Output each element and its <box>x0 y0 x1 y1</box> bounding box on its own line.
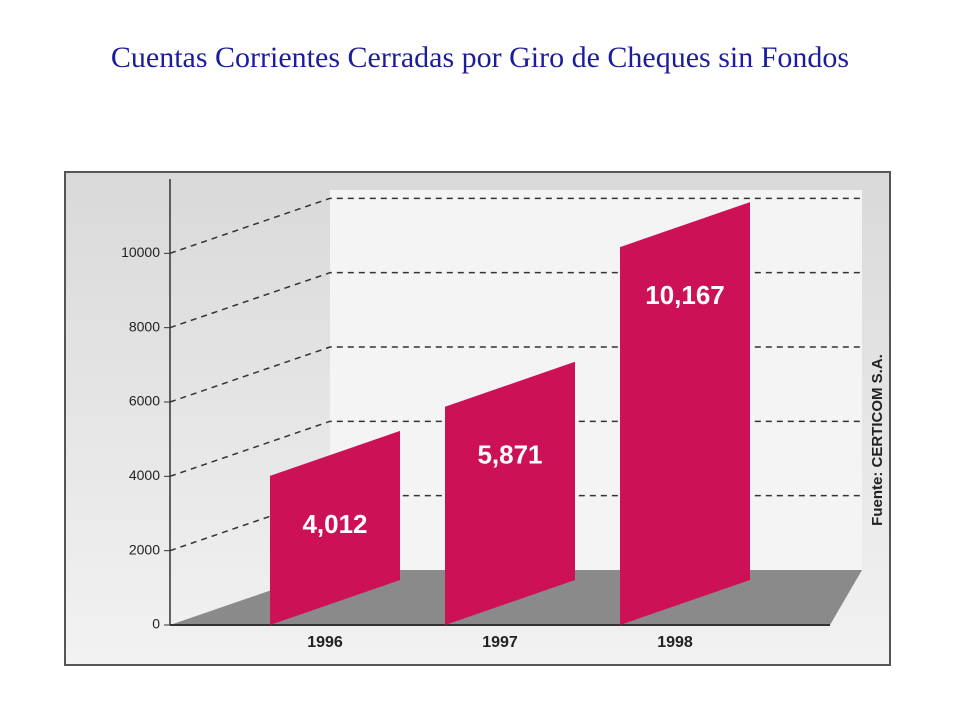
y-tick-label: 8000 <box>129 318 160 334</box>
grid-line <box>169 271 862 329</box>
x-tick-label: 1998 <box>657 634 693 651</box>
back-wall <box>330 190 862 570</box>
value-label: 4,012 <box>302 509 367 539</box>
y-tick-label: 10000 <box>121 244 160 260</box>
bar <box>445 361 575 625</box>
bar <box>270 430 400 625</box>
y-tick-label: 6000 <box>129 393 160 409</box>
value-label: 5,871 <box>477 440 542 470</box>
grid-line <box>169 420 862 478</box>
source-note: Fuente: CERTICOM S.A. <box>869 354 886 526</box>
x-tick-label: 1997 <box>482 634 518 651</box>
y-tick-label: 4000 <box>129 467 160 483</box>
x-tick-label: 1996 <box>307 634 343 651</box>
grid-line <box>169 197 862 255</box>
chart-title: Cuentas Corrientes Cerradas por Giro de … <box>110 41 850 74</box>
y-tick-label: 0 <box>152 616 160 632</box>
value-label: 10,167 <box>645 280 725 310</box>
grid-line <box>169 346 862 403</box>
y-tick-label: 2000 <box>129 541 160 557</box>
bar <box>620 202 750 625</box>
